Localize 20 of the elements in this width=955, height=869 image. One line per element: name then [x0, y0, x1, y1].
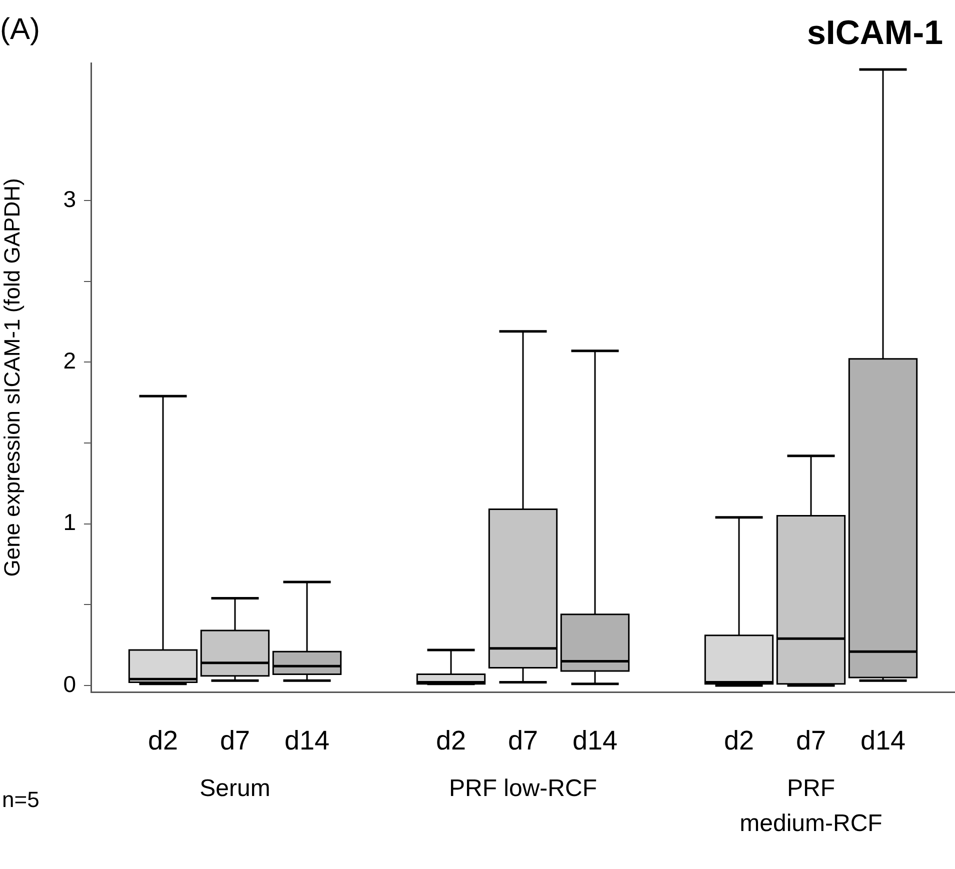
y-tick-label: 2 [63, 347, 76, 374]
x-tick-label: d7 [220, 726, 250, 756]
text: Serum [198, 774, 272, 804]
text: PRF low-RCF [449, 774, 597, 804]
text: PRF medium-RCF [738, 774, 884, 839]
y-axis-title: Gene expression sICAM-1 (fold GAPDH) [0, 178, 24, 577]
x-tick-label: d2 [724, 726, 754, 756]
y-tick-label: 3 [63, 186, 76, 212]
chart-title: sICAM-1 [806, 14, 943, 53]
y-tick-label: 0 [63, 670, 76, 697]
x-tick-label: d14 [284, 726, 330, 756]
x-tick-label: d2 [436, 726, 466, 756]
x-tick-label: d7 [508, 726, 538, 756]
x-tick-label: d2 [148, 726, 178, 756]
x-tick-label: d7 [796, 726, 826, 756]
x-tick-label: d14 [860, 726, 906, 756]
text: (A) [0, 12, 40, 48]
x-tick-label: d14 [572, 726, 618, 756]
y-tick-label: 1 [63, 509, 76, 536]
text: n=5 [2, 786, 40, 814]
